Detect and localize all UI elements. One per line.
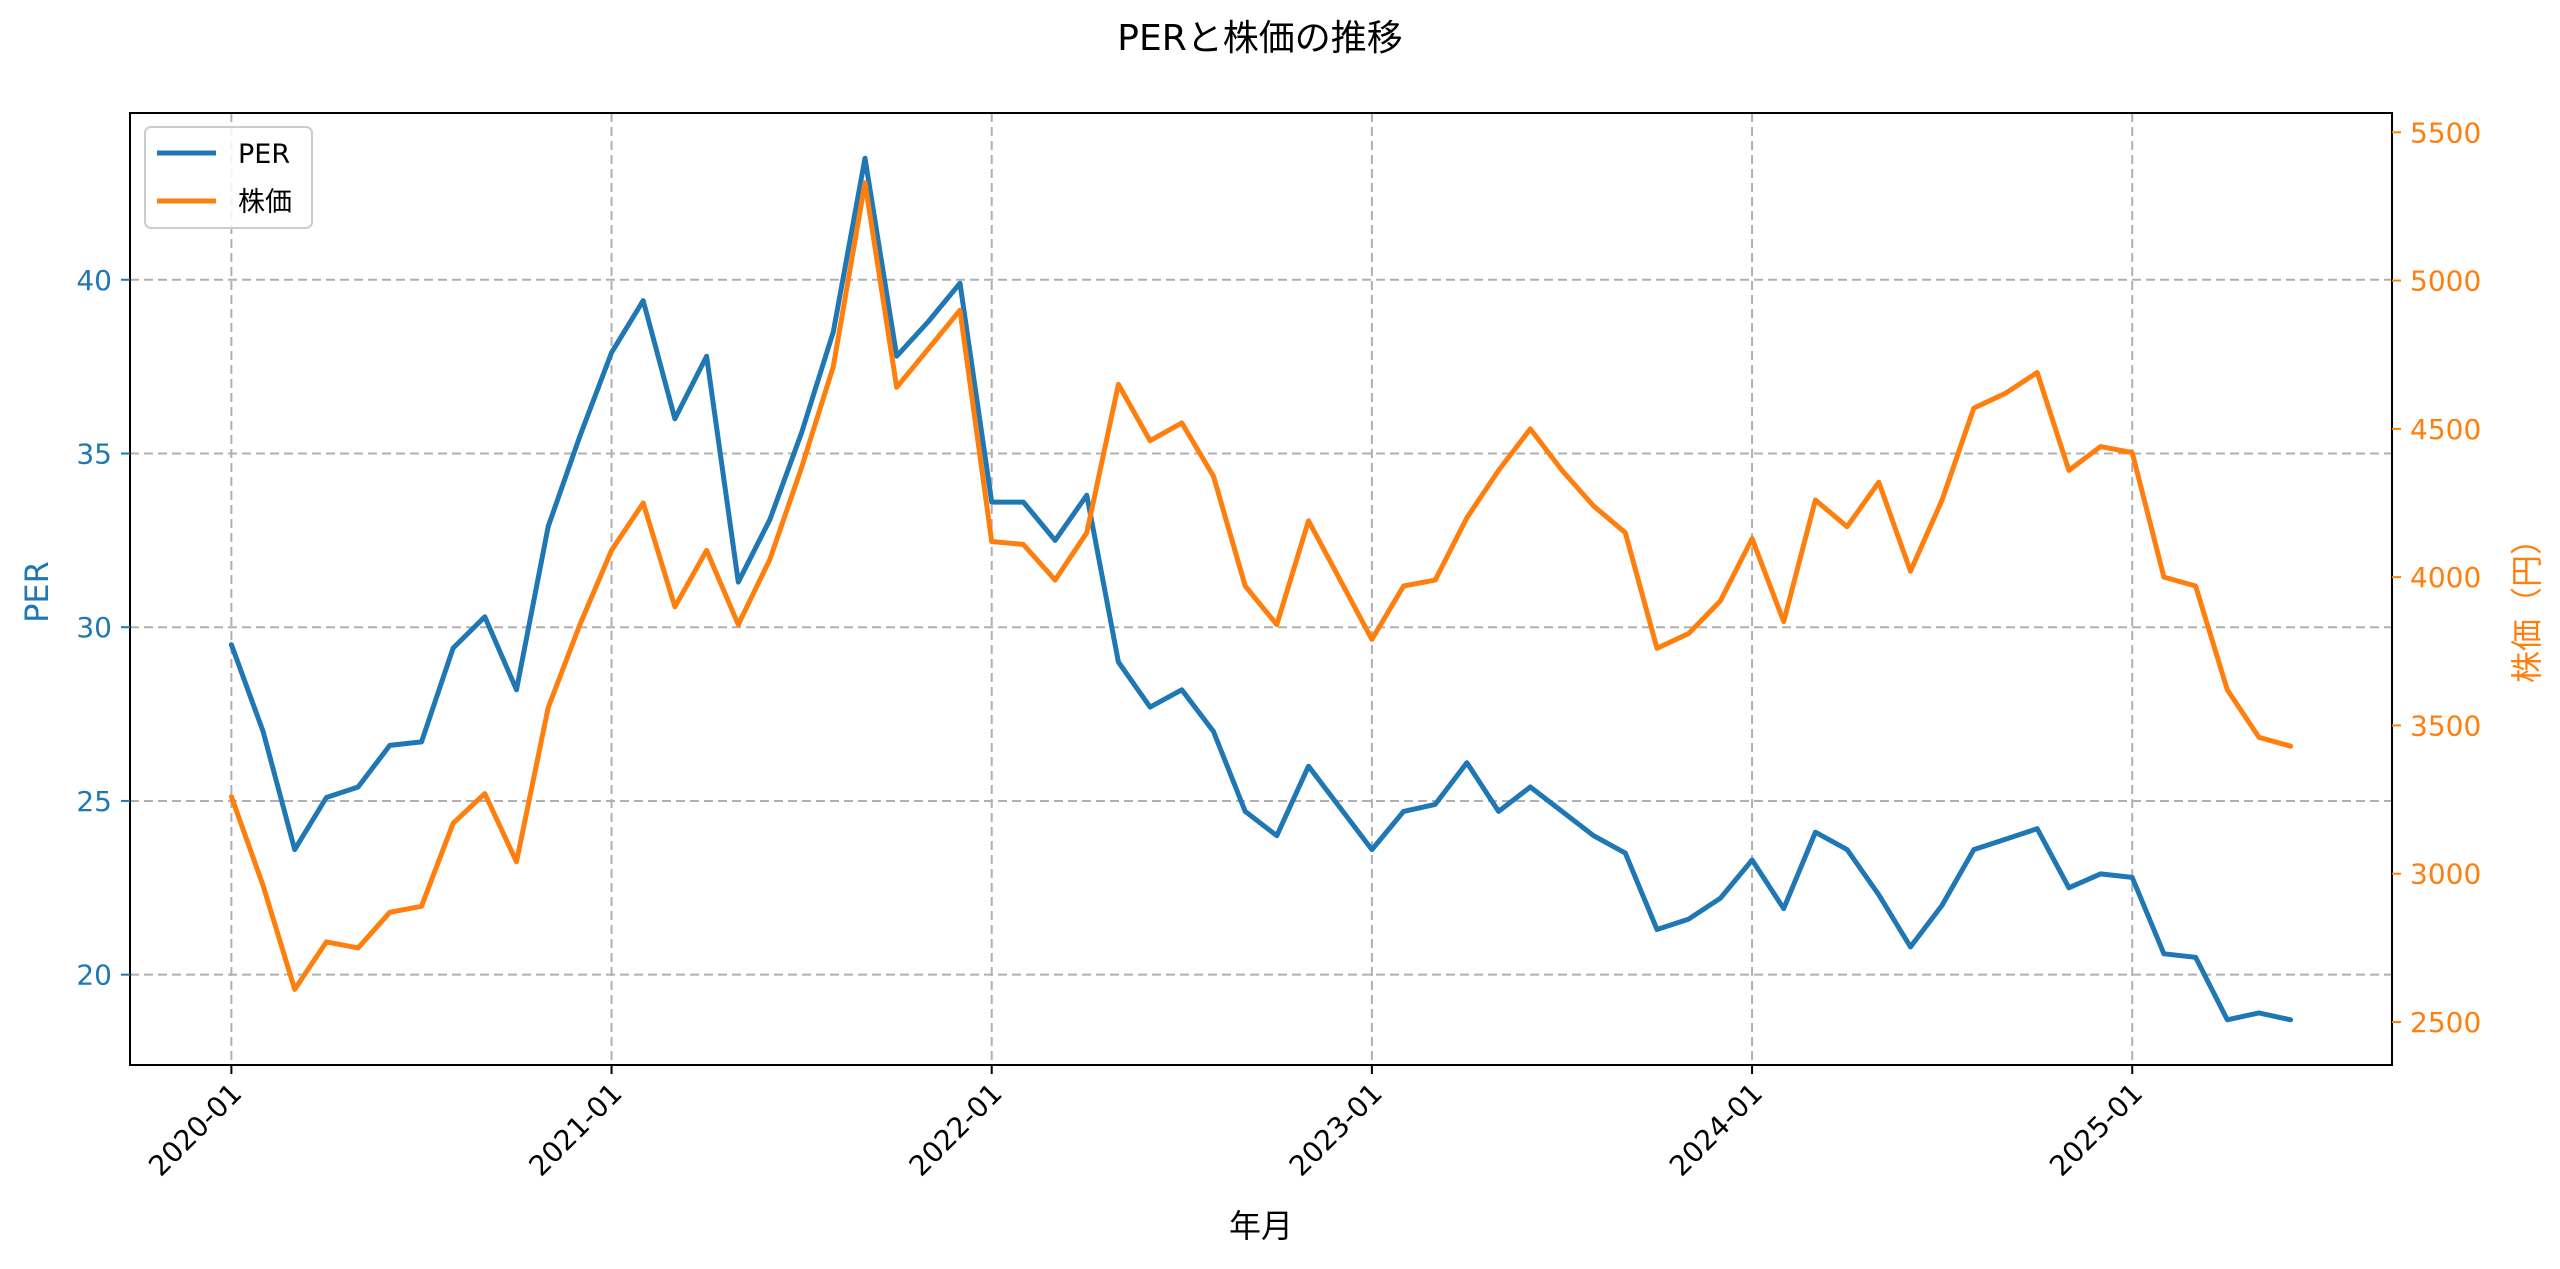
y-axis-label-right: 株価（円） bbox=[2508, 523, 2546, 683]
y-tick-label-right: 5000 bbox=[2410, 265, 2481, 298]
y-tick-label-right: 2500 bbox=[2410, 1006, 2481, 1039]
x-tick-label: 2023-01 bbox=[1283, 1077, 1389, 1183]
y-tick-label-right: 5500 bbox=[2410, 116, 2481, 149]
y-tick-label-left: 25 bbox=[76, 785, 112, 818]
legend-label-price: 株価 bbox=[238, 187, 292, 218]
y-tick-label-right: 4500 bbox=[2410, 413, 2481, 446]
y-tick-label-left: 20 bbox=[76, 959, 112, 992]
legend: PER 株価 bbox=[144, 126, 313, 229]
price-series-line bbox=[228, 180, 2294, 992]
legend-label-per: PER bbox=[238, 139, 290, 170]
series-lines bbox=[228, 155, 2294, 1023]
x-tick-label: 2025-01 bbox=[2043, 1077, 2149, 1183]
y-tick-label-left: 35 bbox=[76, 437, 112, 470]
y-tick-label-right: 3500 bbox=[2410, 709, 2481, 742]
per-series-line bbox=[228, 155, 2294, 1023]
x-tick-label: 2020-01 bbox=[142, 1077, 248, 1183]
y-axis-label-left: PER bbox=[18, 561, 56, 623]
x-tick-label: 2022-01 bbox=[903, 1077, 1009, 1183]
x-axis: 2020-01 2021-01 2022-01 2023-01 2024-01 2025-… bbox=[142, 1065, 2149, 1183]
y-tick-label-right: 3000 bbox=[2410, 858, 2481, 891]
x-axis-label: 年月 bbox=[1229, 1207, 1293, 1245]
right-y-axis: 2500 3000 3500 4000 4500 5000 5500 bbox=[2392, 116, 2481, 1039]
plot-frame bbox=[129, 112, 2393, 1066]
y-tick-label-left: 40 bbox=[76, 264, 112, 297]
grid bbox=[130, 113, 2392, 1065]
left-y-axis: 20 25 30 35 40 bbox=[76, 264, 130, 992]
y-tick-label-right: 4000 bbox=[2410, 561, 2481, 594]
y-tick-label-left: 30 bbox=[76, 611, 112, 644]
chart-title: PERと株価の推移 bbox=[1117, 18, 1402, 59]
x-tick-label: 2024-01 bbox=[1663, 1077, 1769, 1183]
x-tick-label: 2021-01 bbox=[522, 1077, 628, 1183]
